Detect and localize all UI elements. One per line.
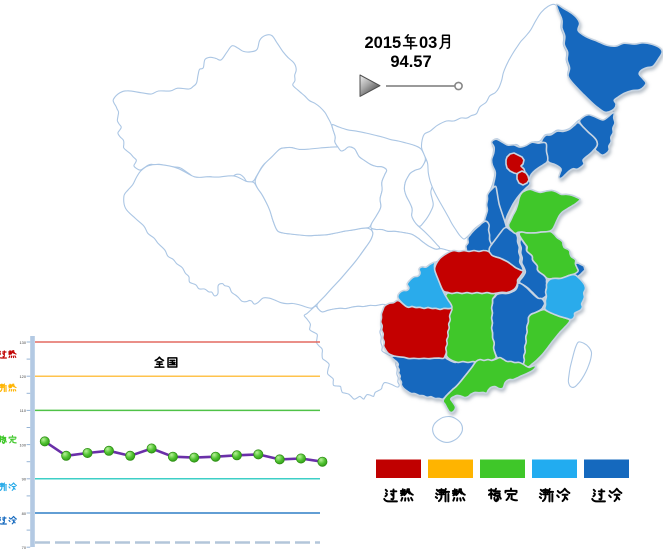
svg-text:94.57: 94.57 — [390, 53, 431, 71]
svg-text:90: 90 — [22, 477, 27, 482]
svg-text:80: 80 — [22, 511, 27, 516]
svg-text:70: 70 — [22, 545, 27, 550]
svg-text:120: 120 — [20, 374, 27, 379]
svg-text:2015: 2015 — [365, 34, 402, 52]
svg-text:03: 03 — [419, 34, 437, 52]
svg-text:130: 130 — [20, 340, 27, 345]
svg-text:110: 110 — [20, 408, 27, 413]
svg-text:100: 100 — [20, 442, 27, 447]
